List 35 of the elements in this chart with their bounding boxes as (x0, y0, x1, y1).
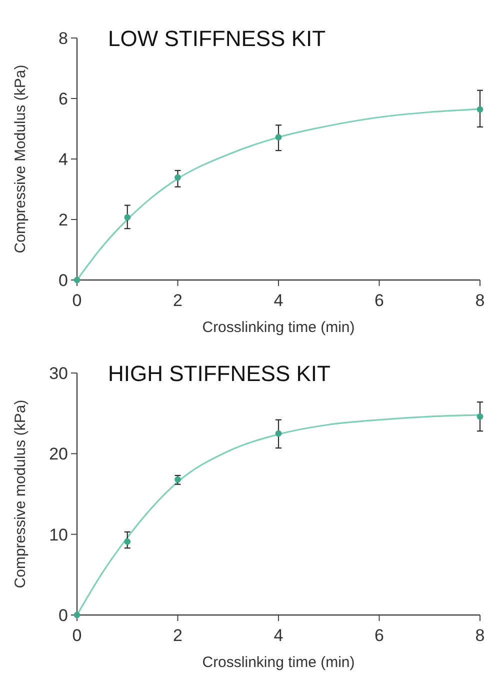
x-tick-label: 6 (374, 291, 384, 310)
y-axis-title: Compressive Modulus (kPa) (12, 64, 29, 254)
x-tick-label: 6 (374, 626, 384, 645)
y-tick-label: 8 (58, 28, 68, 48)
y-tick-label: 0 (58, 606, 68, 625)
point (74, 612, 80, 618)
point (174, 476, 181, 483)
y-tick-label: 20 (49, 444, 68, 464)
y-tick-label: 30 (49, 364, 68, 383)
y-axis-title: Compressive modulus (kPa) (12, 400, 29, 588)
y-tick-label: 2 (58, 210, 68, 230)
x-axis-title: Crosslinking time (min) (202, 319, 355, 336)
y-tick-label: 4 (58, 150, 68, 169)
point (476, 413, 484, 420)
x-tick-label: 2 (173, 291, 182, 310)
x-tick-label: 8 (475, 291, 485, 310)
x-tick-label: 0 (72, 291, 82, 310)
point (124, 538, 131, 545)
y-tick-label: 6 (58, 89, 68, 108)
y-tick-label: 0 (58, 270, 68, 290)
chart-title: HIGH STIFFNESS KIT (108, 361, 330, 386)
point (275, 134, 282, 140)
x-tick-label: 4 (274, 626, 284, 645)
point (124, 214, 131, 221)
point (74, 276, 80, 284)
y-tick-label: 10 (49, 525, 68, 544)
x-axis-title: Crosslinking time (min) (202, 654, 355, 671)
point (174, 174, 181, 181)
chart-title: LOW STIFFNESS KIT (108, 26, 326, 51)
point (476, 106, 484, 113)
x-tick-label: 8 (475, 626, 485, 645)
x-tick-label: 0 (72, 626, 82, 645)
x-tick-label: 2 (173, 626, 182, 645)
point (275, 430, 282, 437)
x-tick-label: 4 (274, 291, 284, 310)
